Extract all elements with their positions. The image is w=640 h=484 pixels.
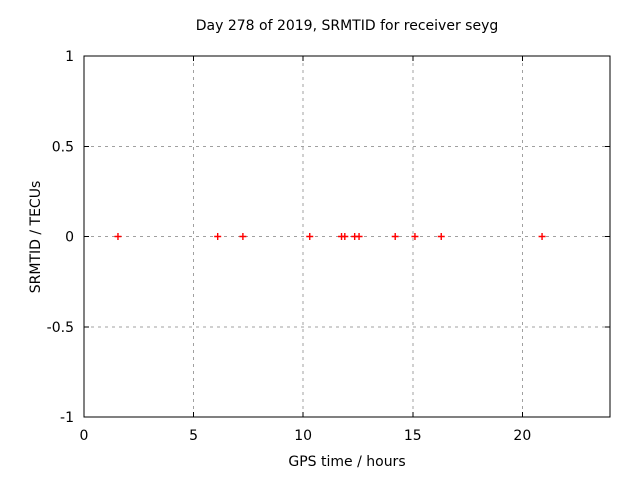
y-tick-label: -1: [60, 410, 74, 426]
data-point-marker: [355, 233, 363, 240]
x-tick-label: 15: [404, 428, 422, 444]
tick-labels-group: 0 5 10 15 20 -1 -0.5 0 0.5 1: [47, 49, 532, 444]
x-tick-label: 0: [80, 428, 89, 444]
y-tick-label: 0.5: [52, 139, 74, 155]
data-point-marker: [306, 233, 314, 240]
data-point-marker: [239, 233, 247, 240]
x-tick-label: 5: [189, 428, 198, 444]
data-point-marker: [214, 233, 222, 240]
y-tick-label: -0.5: [47, 320, 74, 336]
ticks-group: [83, 55, 610, 418]
data-point-marker: [391, 233, 399, 240]
y-axis-label: SRMTID / TECUs: [28, 181, 44, 294]
data-point-marker: [411, 233, 419, 240]
data-point-marker: [341, 233, 349, 240]
x-tick-label: 10: [294, 428, 312, 444]
data-point-marker: [114, 233, 122, 240]
data-point-marker: [538, 233, 546, 240]
x-tick-label: 20: [513, 428, 531, 444]
y-tick-label: 0: [65, 230, 74, 246]
data-points-group: [114, 233, 546, 240]
chart-title: Day 278 of 2019, SRMTID for receiver sey…: [196, 18, 499, 34]
x-axis-label: GPS time / hours: [288, 454, 405, 470]
data-point-marker: [437, 233, 445, 240]
y-tick-label: 1: [65, 49, 74, 65]
